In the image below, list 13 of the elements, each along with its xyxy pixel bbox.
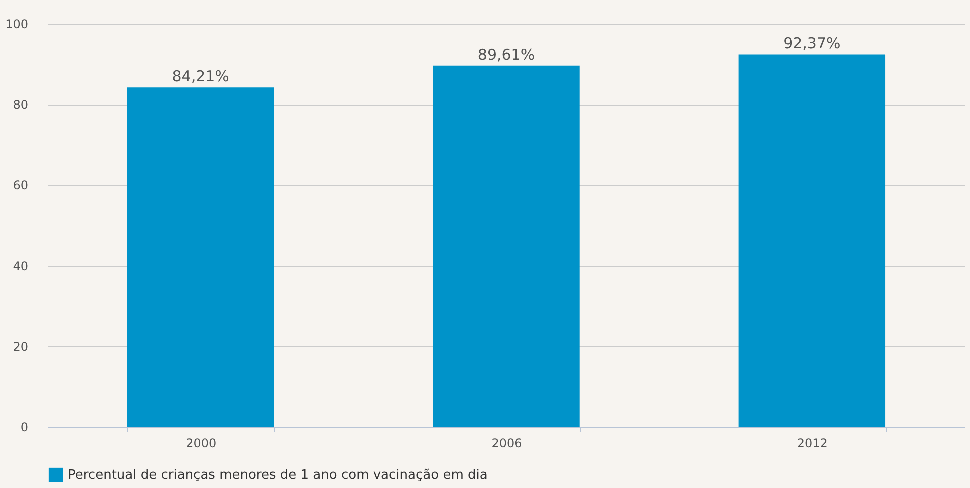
- legend-label: Percentual de crianças menores de 1 ano com vacinação em dia: [68, 468, 488, 483]
- y-tick-label: 80: [13, 98, 28, 112]
- x-tick-label: 2012: [797, 436, 828, 450]
- data-label: 84,21%: [172, 68, 230, 86]
- x-tick-label: 2000: [186, 436, 217, 450]
- data-label: 89,61%: [478, 46, 536, 64]
- y-tick-label: 20: [13, 340, 28, 354]
- y-tick-label: 0: [20, 420, 28, 434]
- y-tick-label: 60: [13, 178, 28, 193]
- y-tick-label: 40: [13, 259, 28, 274]
- y-tick-label: 100: [6, 18, 28, 32]
- x-tick-label: 2006: [492, 436, 522, 450]
- data-label: 92,37%: [784, 34, 841, 53]
